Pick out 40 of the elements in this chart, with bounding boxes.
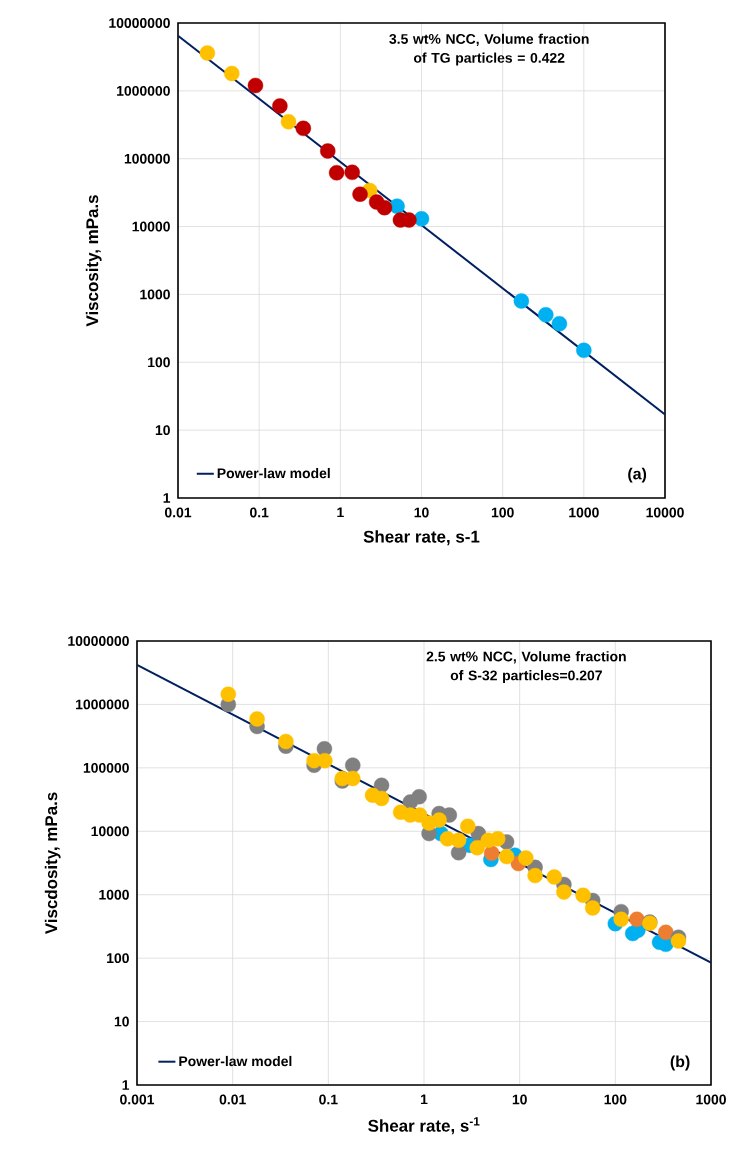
- y-tick-label: 1000: [99, 889, 129, 900]
- x-tick-label: 10: [414, 507, 429, 518]
- x-tick-label: 1: [421, 1094, 428, 1105]
- y-tick-label: 1000000: [117, 85, 170, 96]
- x-tick-label: 100: [604, 1094, 627, 1105]
- x-tick-label: 0.1: [319, 1094, 338, 1105]
- y-tick-label: 1: [122, 1080, 130, 1090]
- y-tick-label: 10: [114, 1016, 129, 1027]
- x-tick-label: 0.1: [250, 507, 269, 518]
- y-tick-label: 10: [155, 425, 170, 436]
- x-axis-title: Shear rate, s$^{-1}$: [368, 1117, 480, 1135]
- legend-label: Power-law model: [217, 467, 330, 479]
- y-tick-label: 10000000: [109, 18, 170, 28]
- annotation: (a): [628, 467, 647, 483]
- y-tick-label: 100: [107, 953, 129, 964]
- y-tick-label: 1: [163, 493, 171, 503]
- x-tick-label: 0.01: [219, 1094, 246, 1105]
- annotation: (b): [670, 1055, 690, 1071]
- y-tick-label: 100000: [83, 762, 129, 773]
- x-axis-title: Shear rate, s-1: [363, 530, 480, 546]
- y-tick-label: 1000: [140, 289, 170, 300]
- y-tick-label: 1000000: [76, 699, 129, 710]
- x-tick-label: 1000: [696, 1094, 726, 1105]
- y-tick-label: 10000000: [68, 636, 129, 646]
- x-tick-label: 10: [512, 1094, 527, 1105]
- y-tick-label: 10000: [132, 221, 170, 232]
- y-tick-label: 100: [148, 357, 170, 368]
- x-tick-label: 0.01: [164, 507, 192, 518]
- y-axis-title: Viscdosity, mPa.s: [44, 792, 61, 935]
- x-tick-label: 1000: [569, 507, 599, 518]
- x-tick-label: 100: [491, 507, 514, 518]
- legend-label: Power-law model: [179, 1055, 292, 1067]
- x-tick-label: 0.001: [120, 1094, 155, 1105]
- annotation: 3.5 wt% NCC, Volume fraction of TG particles = 0.422: [389, 33, 589, 66]
- annotation: 2.5 wt% NCC, Volume fraction of S-32 particles=0.207: [426, 651, 626, 684]
- y-tick-label: 10000: [91, 826, 129, 837]
- x-tick-label: 1: [337, 507, 344, 518]
- x-tick-label: 10000: [646, 507, 684, 518]
- y-tick-label: 100000: [124, 153, 170, 164]
- y-axis-title: Viscosity, mPa.s: [85, 195, 102, 327]
